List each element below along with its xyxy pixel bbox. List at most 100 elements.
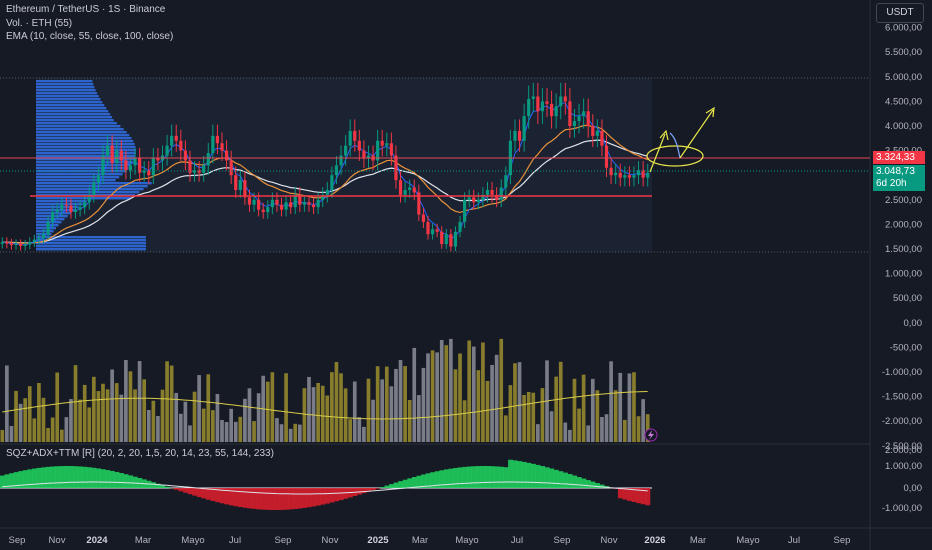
- candle-body[interactable]: [174, 135, 178, 141]
- candle-body[interactable]: [55, 209, 59, 213]
- candle-body[interactable]: [311, 204, 316, 208]
- indicator-legend[interactable]: SQZ+ADX+TTM [R] (20, 2, 20, 1,5, 20, 14,…: [6, 448, 274, 459]
- candle-body[interactable]: [284, 202, 288, 210]
- candle-body[interactable]: [215, 135, 220, 144]
- candle-body[interactable]: [444, 234, 448, 245]
- candle-body[interactable]: [357, 140, 361, 151]
- candle-body[interactable]: [316, 199, 320, 208]
- candle-body[interactable]: [170, 135, 174, 146]
- candle-body[interactable]: [202, 165, 206, 173]
- candle-body[interactable]: [78, 207, 82, 210]
- candle-body[interactable]: [421, 214, 426, 222]
- candle-body[interactable]: [458, 221, 462, 232]
- candle-body[interactable]: [408, 187, 412, 190]
- candle-body[interactable]: [101, 155, 105, 176]
- projection-arrow-target[interactable]: [679, 109, 714, 159]
- candle-body[interactable]: [293, 194, 297, 208]
- candle-body[interactable]: [531, 96, 535, 99]
- candle-body[interactable]: [41, 234, 46, 239]
- candle-body[interactable]: [197, 170, 201, 173]
- candle-body[interactable]: [192, 170, 197, 173]
- candle-body[interactable]: [463, 199, 467, 222]
- candle-body[interactable]: [426, 221, 430, 235]
- candle-body[interactable]: [275, 199, 279, 205]
- candle-body[interactable]: [14, 244, 18, 246]
- candle-body[interactable]: [614, 172, 618, 176]
- candle-body[interactable]: [499, 187, 503, 200]
- candle-body[interactable]: [527, 98, 531, 117]
- candle-body[interactable]: [467, 197, 471, 200]
- candle-body[interactable]: [476, 199, 480, 203]
- candle-body[interactable]: [572, 121, 577, 126]
- candle-body[interactable]: [69, 205, 73, 213]
- candle-body[interactable]: [353, 130, 357, 141]
- price-axis[interactable]: 6.000,00 5.500,00 5.000,00 4.500,00 4.000,00…: [882, 23, 922, 514]
- candle-body[interactable]: [188, 160, 192, 173]
- candle-body[interactable]: [96, 175, 101, 183]
- candle-body[interactable]: [435, 229, 439, 232]
- candle-body[interactable]: [430, 229, 435, 235]
- projection-arrow-up[interactable]: [649, 133, 666, 173]
- candle-body[interactable]: [220, 143, 224, 151]
- candle-body[interactable]: [64, 204, 68, 206]
- candle-body[interactable]: [211, 135, 215, 154]
- candle-body[interactable]: [440, 231, 444, 245]
- candle-body[interactable]: [385, 143, 389, 146]
- candle-body[interactable]: [128, 165, 133, 171]
- candle-body[interactable]: [307, 202, 311, 205]
- candle-body[interactable]: [289, 202, 293, 208]
- candle-body[interactable]: [568, 101, 572, 126]
- candle-body[interactable]: [412, 187, 416, 193]
- candle-body[interactable]: [298, 194, 302, 205]
- candle-body[interactable]: [582, 111, 586, 117]
- candle-body[interactable]: [403, 189, 407, 195]
- candle-body[interactable]: [641, 170, 645, 178]
- candle-body[interactable]: [179, 140, 183, 151]
- candle-body[interactable]: [549, 103, 554, 117]
- candle-body[interactable]: [632, 175, 636, 178]
- candle-body[interactable]: [9, 243, 14, 246]
- candle-body[interactable]: [330, 175, 334, 190]
- candle-body[interactable]: [513, 130, 517, 141]
- candle-body[interactable]: [165, 145, 169, 156]
- candle-body[interactable]: [151, 157, 155, 176]
- candle-body[interactable]: [517, 130, 522, 141]
- candle-body[interactable]: [604, 145, 609, 168]
- candle-body[interactable]: [37, 238, 41, 240]
- candle-body[interactable]: [389, 143, 393, 156]
- candle-body[interactable]: [133, 157, 137, 166]
- candle-body[interactable]: [321, 194, 325, 200]
- candle-body[interactable]: [238, 180, 242, 190]
- currency-button[interactable]: USDT: [876, 3, 924, 23]
- candle-body[interactable]: [453, 231, 458, 247]
- candle-body[interactable]: [343, 145, 348, 156]
- candle-body[interactable]: [490, 189, 494, 195]
- candle-body[interactable]: [636, 170, 641, 176]
- candle-body[interactable]: [627, 175, 632, 178]
- candle-body[interactable]: [449, 234, 453, 247]
- candle-body[interactable]: [105, 145, 110, 156]
- drawing-annotation[interactable]: [646, 106, 715, 173]
- candle-body[interactable]: [362, 150, 366, 158]
- candle-body[interactable]: [138, 157, 142, 173]
- candle-body[interactable]: [5, 242, 9, 244]
- candle-body[interactable]: [623, 175, 627, 178]
- candle-body[interactable]: [554, 106, 558, 117]
- candle-body[interactable]: [618, 172, 622, 178]
- candle-body[interactable]: [302, 202, 307, 205]
- candle-body[interactable]: [147, 170, 151, 176]
- symbol-legend[interactable]: Ethereum / TetherUS · 1S · Binance: [6, 4, 166, 15]
- candle-body[interactable]: [243, 180, 247, 198]
- ema-legend[interactable]: EMA (10, close, 55, close, 100, close): [6, 31, 174, 42]
- candle-body[interactable]: [92, 182, 96, 195]
- candle-body[interactable]: [540, 101, 545, 112]
- candle-body[interactable]: [522, 116, 526, 141]
- candle-body[interactable]: [472, 197, 476, 203]
- candle-body[interactable]: [0, 242, 4, 244]
- volume-legend[interactable]: Vol. · ETH (55): [6, 18, 73, 29]
- candle-body[interactable]: [481, 194, 485, 200]
- candle-body[interactable]: [417, 192, 421, 215]
- candle-body[interactable]: [224, 150, 229, 161]
- candle-body[interactable]: [115, 150, 119, 163]
